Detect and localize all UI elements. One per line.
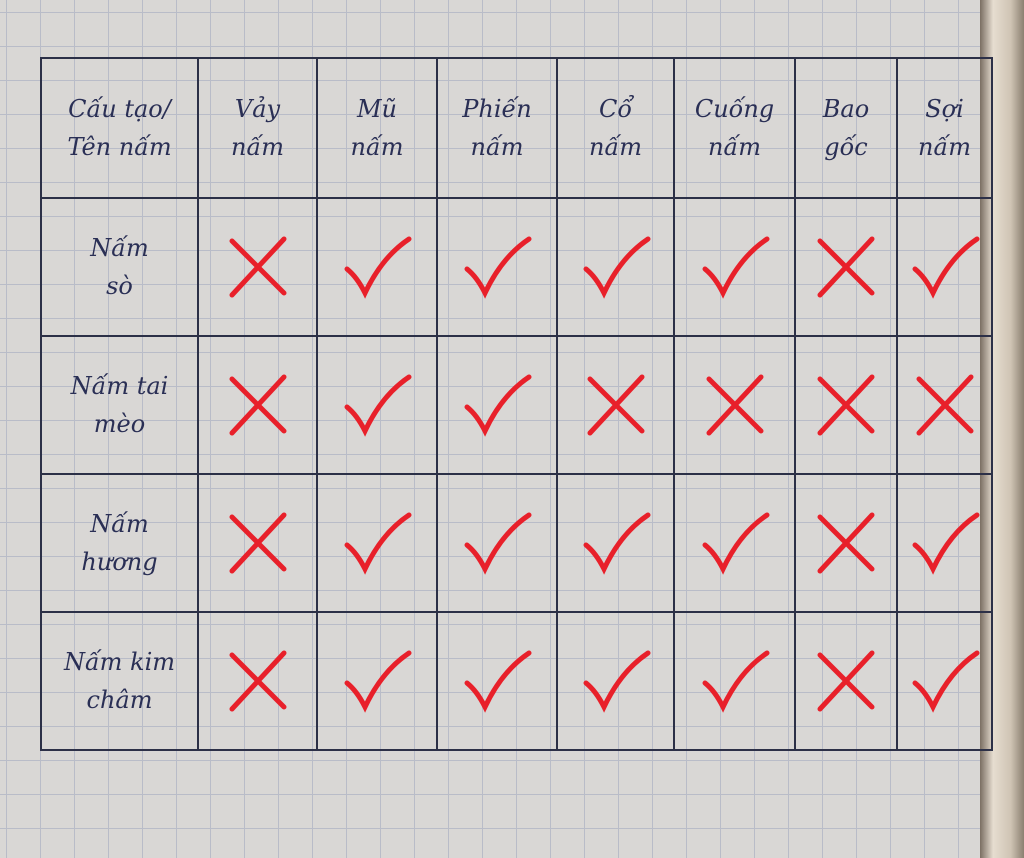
mark-cell bbox=[673, 473, 796, 613]
cell-text-line: Cuống bbox=[694, 95, 775, 123]
mark-cell bbox=[794, 335, 898, 475]
mark-cell bbox=[197, 197, 318, 337]
cell-text-line: sò bbox=[106, 272, 133, 300]
cell-text-line: Bao bbox=[822, 95, 870, 123]
cell-text-line: nấm bbox=[231, 133, 284, 161]
mark-cell bbox=[673, 197, 796, 337]
cell-text-line: nấm bbox=[350, 133, 404, 161]
cell-text-line: gốc bbox=[824, 133, 868, 161]
check-icon bbox=[583, 512, 650, 575]
cross-icon bbox=[587, 374, 644, 436]
row-header: Nấm hương bbox=[40, 473, 199, 613]
check-icon bbox=[464, 650, 532, 713]
mark-cell bbox=[197, 473, 318, 613]
mark-cell bbox=[316, 197, 438, 337]
check-icon bbox=[344, 650, 412, 713]
cell-text-line: mèo bbox=[93, 410, 146, 438]
column-header: Mũ nấm bbox=[316, 57, 438, 199]
cell-text-line: Phiến bbox=[462, 95, 532, 123]
cell-text-line: Mũ bbox=[356, 95, 398, 123]
cell-text-line: Nấm tai bbox=[70, 372, 169, 400]
mark-cell bbox=[436, 473, 558, 613]
cell-text-line: Nấm kim bbox=[63, 648, 176, 676]
cross-icon bbox=[229, 236, 286, 298]
column-header: Sợi nấm bbox=[896, 57, 993, 199]
table-row: Nấm kim châm bbox=[40, 611, 993, 751]
mark-cell bbox=[436, 197, 558, 337]
cell-text-line: Cổ bbox=[598, 95, 633, 123]
mark-cell bbox=[794, 197, 898, 337]
cross-icon bbox=[229, 650, 286, 712]
cell-text-line: nấm bbox=[708, 133, 761, 161]
mark-cell bbox=[436, 335, 558, 475]
cell-text-line: Cấu tạo/ bbox=[68, 95, 171, 123]
cell-text-line: châm bbox=[86, 686, 153, 714]
mark-cell bbox=[794, 611, 898, 751]
mark-cell bbox=[896, 335, 993, 475]
cell-text-line: Nấm bbox=[90, 234, 149, 262]
mark-cell bbox=[556, 335, 675, 475]
cell-text-line: Sợi bbox=[925, 95, 964, 123]
cross-icon bbox=[229, 512, 286, 574]
mark-cell bbox=[794, 473, 898, 613]
check-icon bbox=[344, 236, 412, 299]
cell-text-line: Vảy bbox=[234, 95, 281, 123]
mark-cell bbox=[896, 611, 993, 751]
cell-text-line: hương bbox=[81, 548, 158, 576]
cross-icon bbox=[916, 374, 973, 436]
cross-icon bbox=[817, 236, 875, 298]
mark-cell bbox=[896, 197, 993, 337]
cross-icon bbox=[229, 374, 286, 436]
cross-icon bbox=[817, 374, 875, 436]
cell-text-line: Nấm bbox=[90, 510, 149, 538]
mark-cell bbox=[673, 611, 796, 751]
mark-cell bbox=[316, 611, 438, 751]
check-icon bbox=[583, 650, 650, 713]
table-row: Nấm hương bbox=[40, 473, 993, 613]
check-icon bbox=[912, 650, 979, 713]
check-icon bbox=[912, 512, 979, 575]
column-header: Phiến nấm bbox=[436, 57, 558, 199]
check-icon bbox=[702, 650, 769, 713]
check-icon bbox=[912, 236, 979, 299]
mushroom-structure-table: Cấu tạo/Tên nấm Vảy nấm Mũ nấm Phiến nấm Cổ nấm C… bbox=[40, 57, 993, 751]
check-icon bbox=[702, 236, 769, 299]
column-header: Bao gốc bbox=[794, 57, 898, 199]
column-header: Vảy nấm bbox=[197, 57, 318, 199]
check-icon bbox=[344, 374, 412, 437]
cell-text-line: nấm bbox=[470, 133, 524, 161]
row-header: Nấm sò bbox=[40, 197, 199, 337]
cross-icon bbox=[817, 650, 875, 712]
table-row: Nấm sò bbox=[40, 197, 993, 337]
cell-text-line: nấm bbox=[589, 133, 642, 161]
check-icon bbox=[583, 236, 650, 299]
cross-icon bbox=[706, 374, 763, 436]
mark-cell bbox=[556, 197, 675, 337]
mark-cell bbox=[197, 611, 318, 751]
corner-header: Cấu tạo/Tên nấm bbox=[40, 57, 199, 199]
check-icon bbox=[464, 374, 532, 437]
check-icon bbox=[344, 512, 412, 575]
mark-cell bbox=[556, 611, 675, 751]
check-icon bbox=[702, 512, 769, 575]
column-header: Cuống nấm bbox=[673, 57, 796, 199]
row-header: Nấm tai mèo bbox=[40, 335, 199, 475]
mark-cell bbox=[197, 335, 318, 475]
cross-icon bbox=[817, 512, 875, 574]
mark-cell bbox=[896, 473, 993, 613]
header-row: Cấu tạo/Tên nấm Vảy nấm Mũ nấm Phiến nấm Cổ nấm C… bbox=[40, 57, 993, 199]
check-icon bbox=[464, 512, 532, 575]
mark-cell bbox=[316, 335, 438, 475]
mark-cell bbox=[316, 473, 438, 613]
cell-text-line: Tên nấm bbox=[67, 133, 172, 161]
mark-cell bbox=[673, 335, 796, 475]
column-header: Cổ nấm bbox=[556, 57, 675, 199]
mark-cell bbox=[436, 611, 558, 751]
check-icon bbox=[464, 236, 532, 299]
mark-cell bbox=[556, 473, 675, 613]
cell-text-line: nấm bbox=[918, 133, 971, 161]
row-header: Nấm kim châm bbox=[40, 611, 199, 751]
table-row: Nấm tai mèo bbox=[40, 335, 993, 475]
